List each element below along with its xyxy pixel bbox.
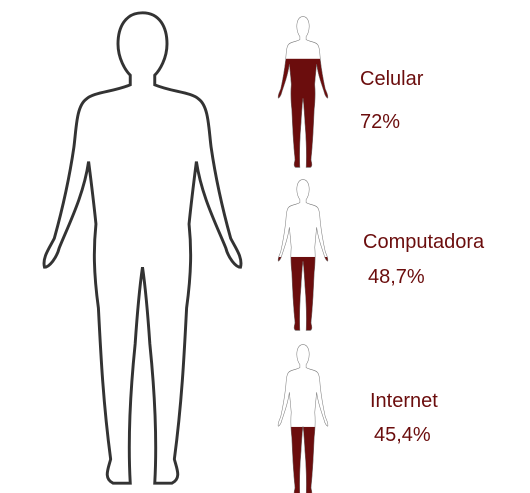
fill-level <box>278 256 328 331</box>
person-figure <box>277 16 329 168</box>
fill-level <box>278 58 328 168</box>
category-label: Computadora <box>363 231 485 253</box>
large-body-outline <box>42 11 243 485</box>
category-label: Celular <box>360 68 424 90</box>
fill-clip <box>278 58 328 168</box>
value-label: 45,4% <box>374 424 431 446</box>
person-outline <box>277 344 329 493</box>
fill-clip <box>278 256 328 331</box>
person-figure <box>277 344 329 493</box>
person-figure <box>277 179 329 331</box>
fill-clip <box>278 426 328 493</box>
fill-level <box>278 426 328 493</box>
value-label: 48,7% <box>368 266 425 288</box>
value-label: 72% <box>360 111 400 133</box>
person-outline <box>277 179 329 331</box>
category-label: Internet <box>370 390 438 412</box>
